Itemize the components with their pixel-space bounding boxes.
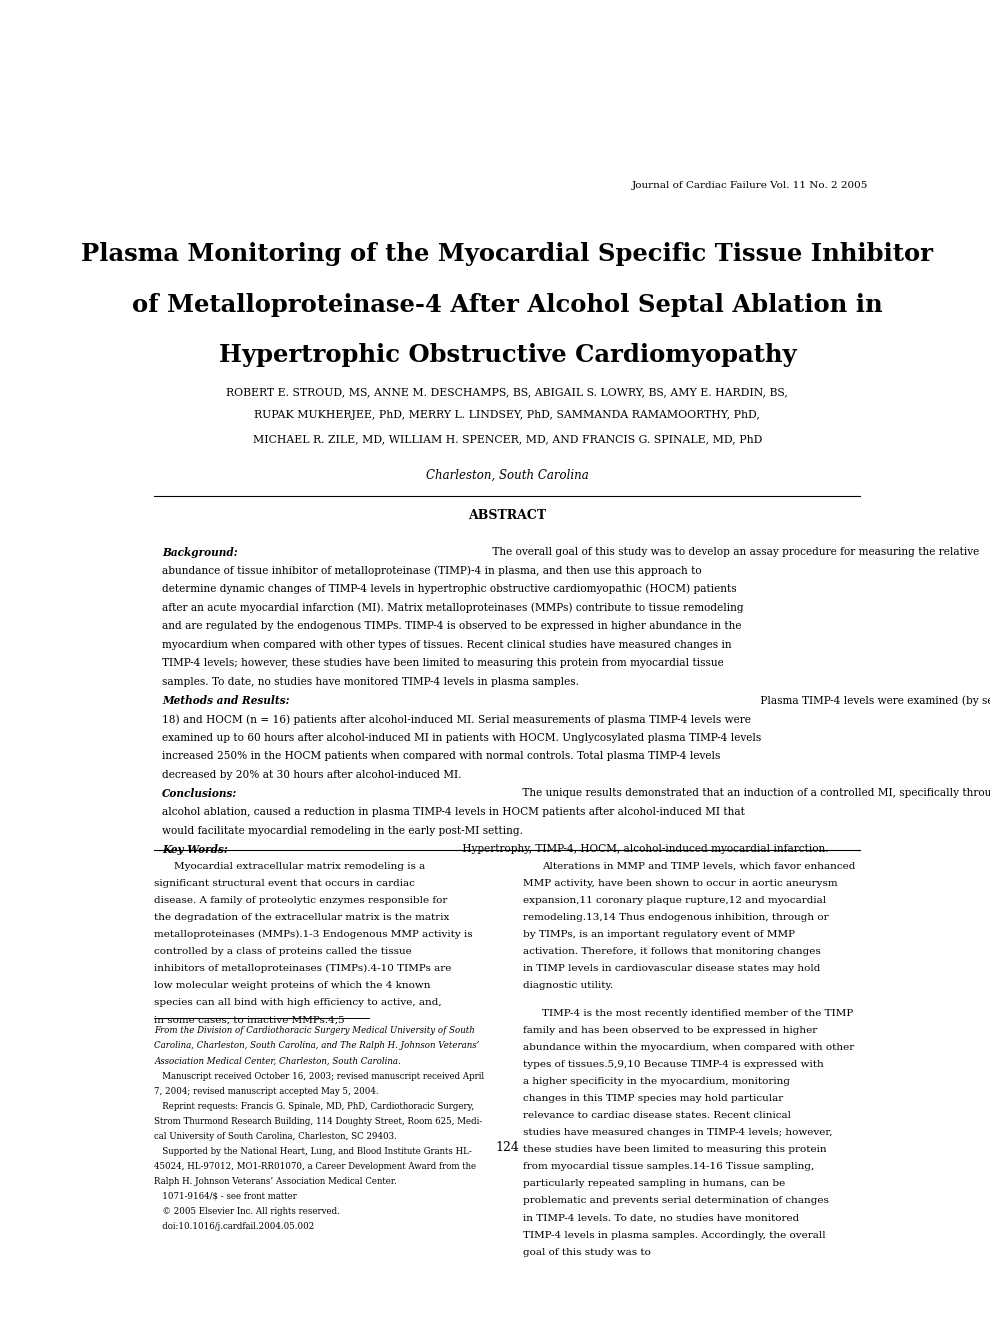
Text: Plasma Monitoring of the Myocardial Specific Tissue Inhibitor: Plasma Monitoring of the Myocardial Spec… (81, 242, 934, 265)
Text: metalloproteinases (MMPs).1-3 Endogenous MMP activity is: metalloproteinases (MMPs).1-3 Endogenous… (154, 931, 473, 939)
Text: doi:10.1016/j.cardfail.2004.05.002: doi:10.1016/j.cardfail.2004.05.002 (154, 1222, 315, 1232)
Text: and are regulated by the endogenous TIMPs. TIMP-4 is observed to be expressed in: and are regulated by the endogenous TIMP… (162, 622, 742, 631)
Text: Background:: Background: (162, 546, 238, 557)
Text: Strom Thurmond Research Building, 114 Doughty Street, Room 625, Medi-: Strom Thurmond Research Building, 114 Do… (154, 1117, 482, 1126)
Text: 124: 124 (495, 1142, 520, 1155)
Text: RUPAK MUKHERJEE, PhD, MERRY L. LINDSEY, PhD, SAMMANDA RAMAMOORTHY, PhD,: RUPAK MUKHERJEE, PhD, MERRY L. LINDSEY, … (254, 411, 760, 421)
Text: From the Division of Cardiothoracic Surgery Medical University of South: From the Division of Cardiothoracic Surg… (154, 1027, 475, 1035)
Text: by TIMPs, is an important regulatory event of MMP: by TIMPs, is an important regulatory eve… (523, 931, 795, 939)
Text: cal University of South Carolina, Charleston, SC 29403.: cal University of South Carolina, Charle… (154, 1131, 397, 1140)
Text: from myocardial tissue samples.14-16 Tissue sampling,: from myocardial tissue samples.14-16 Tis… (523, 1163, 814, 1171)
Text: after an acute myocardial infarction (MI). Matrix metalloproteinases (MMPs) cont: after an acute myocardial infarction (MI… (162, 602, 743, 612)
Text: TIMP-4 levels; however, these studies have been limited to measuring this protei: TIMP-4 levels; however, these studies ha… (162, 659, 724, 668)
Text: low molecular weight proteins of which the 4 known: low molecular weight proteins of which t… (154, 981, 431, 990)
Text: Charleston, South Carolina: Charleston, South Carolina (426, 469, 589, 482)
Text: of Metalloproteinase-4 After Alcohol Septal Ablation in: of Metalloproteinase-4 After Alcohol Sep… (132, 293, 883, 317)
Text: Myocardial extracellular matrix remodeling is a: Myocardial extracellular matrix remodeli… (173, 862, 425, 871)
Text: decreased by 20% at 30 hours after alcohol-induced MI.: decreased by 20% at 30 hours after alcoh… (162, 770, 461, 780)
Text: these studies have been limited to measuring this protein: these studies have been limited to measu… (523, 1146, 827, 1154)
Text: significant structural event that occurs in cardiac: significant structural event that occurs… (154, 879, 416, 888)
Text: species can all bind with high efficiency to active, and,: species can all bind with high efficienc… (154, 998, 443, 1007)
Text: © 2005 Elsevier Inc. All rights reserved.: © 2005 Elsevier Inc. All rights reserved… (154, 1206, 341, 1216)
Text: Supported by the National Heart, Lung, and Blood Institute Grants HL-: Supported by the National Heart, Lung, a… (154, 1147, 472, 1156)
Text: disease. A family of proteolytic enzymes responsible for: disease. A family of proteolytic enzymes… (154, 896, 447, 906)
Text: Reprint requests: Francis G. Spinale, MD, PhD, Cardiothoracic Surgery,: Reprint requests: Francis G. Spinale, MD… (154, 1102, 474, 1110)
Text: diagnostic utility.: diagnostic utility. (523, 981, 613, 990)
Text: Manuscript received October 16, 2003; revised manuscript received April: Manuscript received October 16, 2003; re… (154, 1072, 484, 1081)
Text: the degradation of the extracellular matrix is the matrix: the degradation of the extracellular mat… (154, 913, 449, 921)
Text: in some cases, to inactive MMPs.4,5: in some cases, to inactive MMPs.4,5 (154, 1015, 346, 1024)
Text: ROBERT E. STROUD, MS, ANNE M. DESCHAMPS, BS, ABIGAIL S. LOWRY, BS, AMY E. HARDIN: ROBERT E. STROUD, MS, ANNE M. DESCHAMPS,… (227, 387, 788, 397)
Text: samples. To date, no studies have monitored TIMP-4 levels in plasma samples.: samples. To date, no studies have monito… (162, 677, 579, 686)
Text: changes in this TIMP species may hold particular: changes in this TIMP species may hold pa… (523, 1094, 783, 1104)
Text: Journal of Cardiac Failure Vol. 11 No. 2 2005: Journal of Cardiac Failure Vol. 11 No. 2… (632, 181, 868, 190)
Text: 7, 2004; revised manuscript accepted May 5, 2004.: 7, 2004; revised manuscript accepted May… (154, 1086, 379, 1096)
Text: a higher specificity in the myocardium, monitoring: a higher specificity in the myocardium, … (523, 1077, 790, 1086)
Text: ABSTRACT: ABSTRACT (468, 510, 546, 521)
Text: Methods and Results:: Methods and Results: (162, 696, 290, 706)
Text: studies have measured changes in TIMP-4 levels; however,: studies have measured changes in TIMP-4 … (523, 1129, 833, 1137)
Text: Association Medical Center, Charleston, South Carolina.: Association Medical Center, Charleston, … (154, 1056, 401, 1065)
Text: Plasma TIMP-4 levels were examined (by semiquantitative immunoblotting) in norma: Plasma TIMP-4 levels were examined (by s… (757, 696, 990, 706)
Text: The unique results demonstrated that an induction of a controlled MI, specifical: The unique results demonstrated that an … (519, 788, 990, 799)
Text: family and has been observed to be expressed in higher: family and has been observed to be expre… (523, 1026, 817, 1035)
Text: myocardium when compared with other types of tissues. Recent clinical studies ha: myocardium when compared with other type… (162, 640, 732, 649)
Text: increased 250% in the HOCM patients when compared with normal controls. Total pl: increased 250% in the HOCM patients when… (162, 751, 721, 762)
Text: remodeling.13,14 Thus endogenous inhibition, through or: remodeling.13,14 Thus endogenous inhibit… (523, 913, 829, 921)
Text: particularly repeated sampling in humans, can be: particularly repeated sampling in humans… (523, 1179, 785, 1188)
Text: 18) and HOCM (n = 16) patients after alcohol-induced MI. Serial measurements of : 18) and HOCM (n = 16) patients after alc… (162, 714, 751, 725)
Text: Alterations in MMP and TIMP levels, which favor enhanced: Alterations in MMP and TIMP levels, whic… (542, 862, 855, 871)
Text: problematic and prevents serial determination of changes: problematic and prevents serial determin… (523, 1196, 829, 1205)
Text: would facilitate myocardial remodeling in the early post-MI setting.: would facilitate myocardial remodeling i… (162, 826, 523, 836)
Text: MMP activity, have been shown to occur in aortic aneurysm: MMP activity, have been shown to occur i… (523, 879, 838, 888)
Text: expansion,11 coronary plaque rupture,12 and myocardial: expansion,11 coronary plaque rupture,12 … (523, 896, 826, 906)
Text: relevance to cardiac disease states. Recent clinical: relevance to cardiac disease states. Rec… (523, 1111, 791, 1121)
Text: 45024, HL-97012, MO1-RR01070, a Career Development Award from the: 45024, HL-97012, MO1-RR01070, a Career D… (154, 1162, 476, 1171)
Text: The overall goal of this study was to develop an assay procedure for measuring t: The overall goal of this study was to de… (489, 546, 979, 557)
Text: 1071-9164/$ - see front matter: 1071-9164/$ - see front matter (154, 1192, 297, 1201)
Text: inhibitors of metalloproteinases (TIMPs).4-10 TIMPs are: inhibitors of metalloproteinases (TIMPs)… (154, 964, 451, 973)
Text: controlled by a class of proteins called the tissue: controlled by a class of proteins called… (154, 948, 412, 956)
Text: determine dynamic changes of TIMP-4 levels in hypertrophic obstructive cardiomyo: determine dynamic changes of TIMP-4 leve… (162, 583, 737, 594)
Text: Conclusions:: Conclusions: (162, 788, 238, 800)
Text: MICHAEL R. ZILE, MD, WILLIAM H. SPENCER, MD, AND FRANCIS G. SPINALE, MD, PhD: MICHAEL R. ZILE, MD, WILLIAM H. SPENCER,… (252, 434, 762, 444)
Text: examined up to 60 hours after alcohol-induced MI in patients with HOCM. Unglycos: examined up to 60 hours after alcohol-in… (162, 733, 761, 743)
Text: Carolina, Charleston, South Carolina, and The Ralph H. Johnson Veterans’: Carolina, Charleston, South Carolina, an… (154, 1041, 480, 1051)
Text: abundance within the myocardium, when compared with other: abundance within the myocardium, when co… (523, 1043, 854, 1052)
Text: goal of this study was to: goal of this study was to (523, 1247, 650, 1257)
Text: types of tissues.5,9,10 Because TIMP-4 is expressed with: types of tissues.5,9,10 Because TIMP-4 i… (523, 1060, 824, 1069)
Text: in TIMP-4 levels. To date, no studies have monitored: in TIMP-4 levels. To date, no studies ha… (523, 1213, 799, 1222)
Text: Hypertrophic Obstructive Cardiomyopathy: Hypertrophic Obstructive Cardiomyopathy (219, 343, 796, 367)
Text: Ralph H. Johnson Veterans’ Association Medical Center.: Ralph H. Johnson Veterans’ Association M… (154, 1177, 397, 1185)
Text: alcohol ablation, caused a reduction in plasma TIMP-4 levels in HOCM patients af: alcohol ablation, caused a reduction in … (162, 807, 745, 817)
Text: activation. Therefore, it follows that monitoring changes: activation. Therefore, it follows that m… (523, 948, 821, 956)
Text: abundance of tissue inhibitor of metalloproteinase (TIMP)-4 in plasma, and then : abundance of tissue inhibitor of metallo… (162, 565, 702, 576)
Text: in TIMP levels in cardiovascular disease states may hold: in TIMP levels in cardiovascular disease… (523, 964, 820, 973)
Text: TIMP-4 is the most recently identified member of the TIMP: TIMP-4 is the most recently identified m… (542, 1008, 853, 1018)
Text: TIMP-4 levels in plasma samples. Accordingly, the overall: TIMP-4 levels in plasma samples. Accordi… (523, 1230, 826, 1239)
Text: Key Words:: Key Words: (162, 845, 228, 855)
Text: Hypertrophy, TIMP-4, HOCM, alcohol-induced myocardial infarction.: Hypertrophy, TIMP-4, HOCM, alcohol-induc… (459, 845, 829, 854)
